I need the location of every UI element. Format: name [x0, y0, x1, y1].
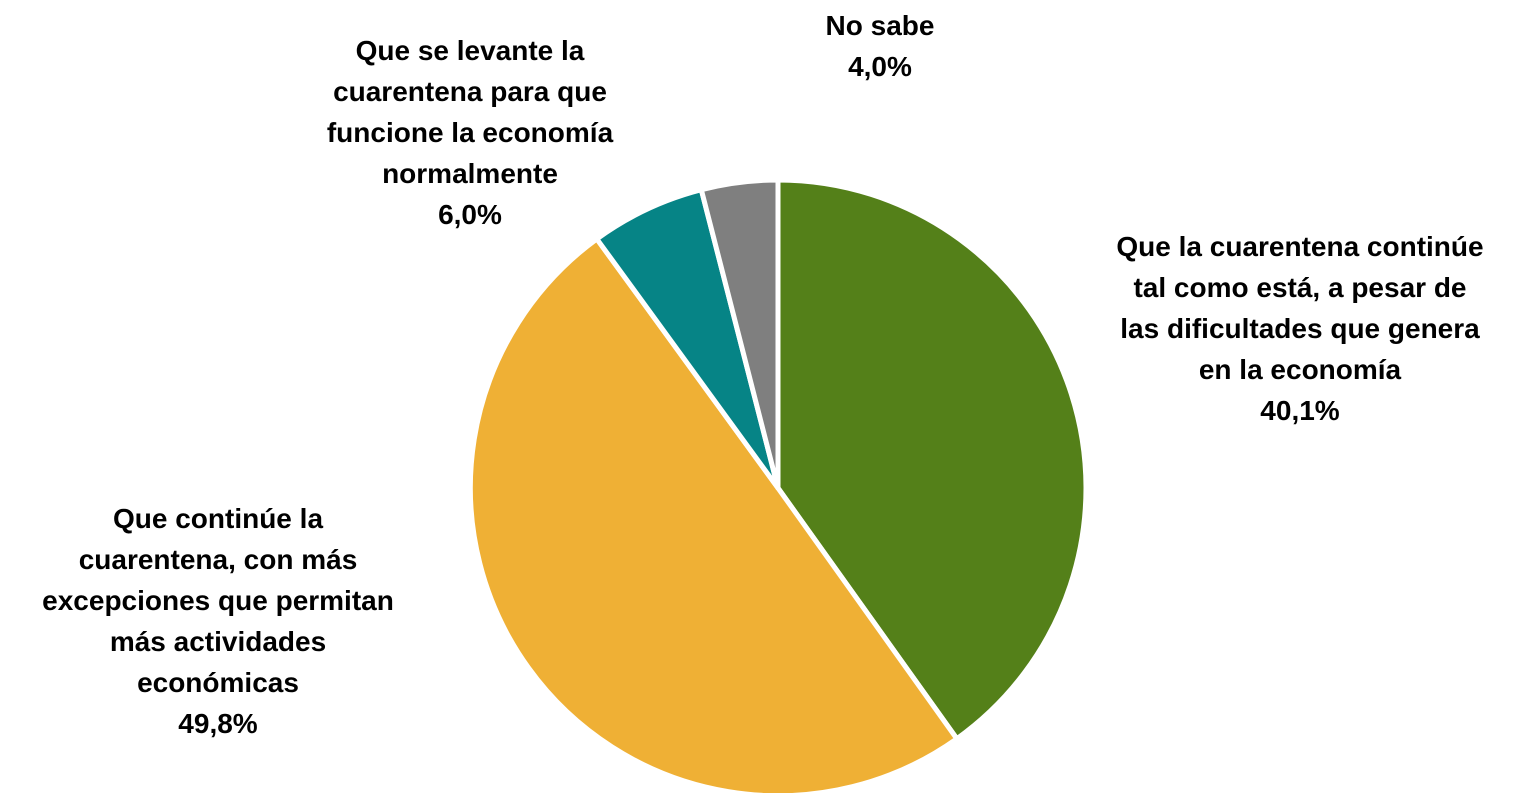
slice-value-label: 4,0%: [848, 51, 912, 82]
slice-label-line: normalmente: [382, 158, 558, 189]
slice-value-label: 40,1%: [1260, 395, 1340, 426]
slice-label-line: Que se levante la: [355, 35, 585, 66]
slice-label-line: Que la cuarentena continúe: [1116, 231, 1484, 262]
slice-label-line: cuarentena para que: [333, 76, 607, 107]
pie-slice-0: [775, 177, 1089, 742]
slice-label-line: económicas: [137, 667, 299, 698]
slice-label-more-exceptions: Que continúe la cuarentena, con más exce…: [0, 498, 436, 744]
slice-label-line: en la economía: [1198, 354, 1402, 385]
slice-label-no-sabe: No sabe 4,0%: [780, 5, 980, 87]
slice-label-line: tal como está, a pesar de: [1133, 272, 1467, 303]
slice-label-line: excepciones que permitan: [42, 585, 394, 616]
slice-label-line: No sabe: [825, 10, 935, 41]
slice-label-line: más actividades: [109, 626, 327, 657]
slice-label-line: Que continúe la: [112, 503, 324, 534]
slice-label-lift-quarantine: Que se levante la cuarentena para que fu…: [270, 30, 670, 235]
pie-slice-3: [698, 177, 781, 491]
pie-slice-1: [467, 236, 960, 793]
slice-label-line: cuarentena, con más: [78, 544, 358, 575]
slice-label-line: las dificultades que genera: [1120, 313, 1480, 344]
slice-label-line: funcione la economía: [326, 117, 614, 148]
slice-value-label: 49,8%: [178, 708, 258, 739]
slice-value-label: 6,0%: [438, 199, 502, 230]
slice-label-continue-as-is: Que la cuarentena continúe tal como está…: [1080, 226, 1520, 431]
